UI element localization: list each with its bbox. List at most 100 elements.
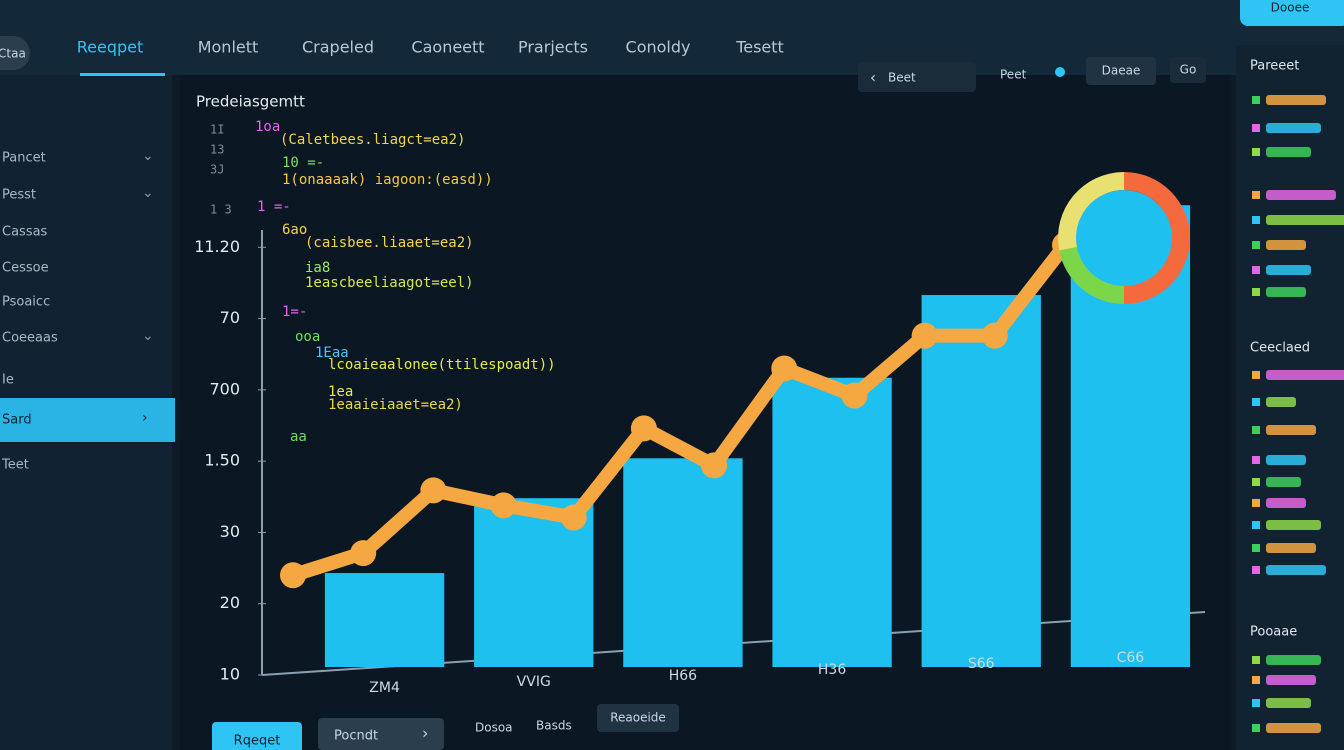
- sidebar-item[interactable]: Pesst: [2, 188, 36, 203]
- code-line: 10 =-: [282, 155, 324, 171]
- panel-row-bar: [1266, 655, 1321, 665]
- primary-button[interactable]: [212, 722, 302, 750]
- panel-row-bar: [1266, 477, 1301, 487]
- code-line: 1ea: [328, 384, 353, 400]
- donut-segment: [1124, 172, 1190, 304]
- line-point: [911, 322, 938, 349]
- line-point: [350, 540, 377, 567]
- line-point: [490, 492, 517, 519]
- nav-tab[interactable]: Reeqpet: [77, 38, 144, 57]
- code-gutter: 1 3: [210, 203, 232, 217]
- panel-row-bar: [1266, 370, 1344, 380]
- line-point: [630, 415, 657, 442]
- x-tick-label: VVIG: [517, 674, 551, 690]
- sidebar-pill-label: Ctaa: [0, 47, 26, 61]
- toolbar-button[interactable]: [1086, 57, 1156, 85]
- panel-row-marker: [1252, 566, 1260, 574]
- panel-row-marker: [1252, 266, 1260, 274]
- secondary-button[interactable]: [318, 718, 444, 750]
- code-line: (caisbee.liaaet=ea2): [305, 235, 474, 251]
- chart-title: Predeiasgemtt: [196, 93, 305, 111]
- y-tick-label: 20: [220, 593, 240, 612]
- bar: [623, 458, 743, 667]
- panel-row-marker: [1252, 191, 1260, 199]
- panel-row-bar: [1266, 455, 1306, 465]
- code-line: 1 =-: [257, 199, 291, 215]
- sidebar-item[interactable]: Cassas: [2, 225, 48, 240]
- line-point: [701, 452, 728, 479]
- code-line: 1eaaieiaaet=ea2): [328, 397, 463, 413]
- sidebar-item[interactable]: Cessoe: [2, 261, 49, 276]
- panel-row-marker: [1252, 656, 1260, 664]
- bottom-link[interactable]: Dosoa: [475, 721, 513, 735]
- line-point: [771, 355, 798, 382]
- panel-row-marker: [1252, 456, 1260, 464]
- chevron: ⌄: [142, 185, 154, 201]
- panel-row-bar: [1266, 240, 1306, 250]
- line-point: [420, 477, 447, 504]
- bottom-link[interactable]: Basds: [536, 719, 572, 733]
- nav-tab[interactable]: Caoneett: [411, 38, 484, 57]
- panel-row-bar: [1266, 498, 1306, 508]
- code-line: 1oa: [255, 119, 280, 135]
- status-dot: [1055, 67, 1065, 77]
- code-gutter: 3J: [210, 163, 224, 177]
- primary-button-label: Rqeqet: [234, 734, 281, 749]
- panel-row-marker: [1252, 699, 1260, 707]
- nav-tab[interactable]: Prarjects: [518, 38, 588, 57]
- panel-row-bar: [1266, 265, 1311, 275]
- panel-heading: Pareeet: [1250, 59, 1299, 74]
- filter-label: Peet: [1000, 68, 1027, 82]
- x-tick-label: S66: [968, 656, 995, 672]
- panel-row-bar: [1266, 723, 1321, 733]
- toolbar-button-label: Daeae: [1102, 64, 1141, 78]
- bar: [772, 377, 892, 667]
- sidebar-item[interactable]: Teet: [1, 458, 29, 473]
- panel-row-bar: [1266, 520, 1321, 530]
- corner-button[interactable]: [1240, 0, 1344, 26]
- corner-button-label: Dooee: [1271, 1, 1310, 15]
- code-line: lcoaieaalonee(ttilespoadt)): [328, 357, 556, 373]
- panel-row-bar: [1266, 698, 1311, 708]
- sidebar-pill[interactable]: [0, 36, 30, 70]
- panel-row-marker: [1252, 544, 1260, 552]
- go-button[interactable]: [1170, 57, 1206, 83]
- panel-row-bar: [1266, 95, 1326, 105]
- panel-row-marker: [1252, 398, 1260, 406]
- sidebar-item[interactable]: Ie: [2, 373, 14, 388]
- sidebar-item[interactable]: Sard: [2, 413, 32, 428]
- bottom-button[interactable]: [597, 704, 679, 732]
- donut-segment: [1059, 246, 1124, 304]
- y-tick-label: 70: [220, 308, 240, 327]
- panel-row-bar: [1266, 123, 1321, 133]
- code-gutter: 13: [210, 143, 224, 157]
- bar: [921, 295, 1041, 667]
- panel-row-marker: [1252, 478, 1260, 486]
- nav-tab[interactable]: Monlett: [198, 38, 259, 57]
- nav-tab[interactable]: Conoldy: [626, 38, 691, 57]
- panel-row-marker: [1252, 499, 1260, 507]
- panel-row-marker: [1252, 96, 1260, 104]
- code-line: (Caletbees.liagct=ea2): [280, 132, 465, 148]
- sidebar-item[interactable]: Coeeaas: [2, 331, 58, 346]
- panel-row-bar: [1266, 147, 1311, 157]
- nav-tab[interactable]: Crapeled: [302, 38, 374, 57]
- y-tick-label: 700: [209, 379, 240, 398]
- code-line: 1(onaaaak) iagoon:(easd)): [282, 172, 493, 188]
- line-point: [841, 382, 868, 409]
- chevron: ›: [142, 410, 148, 426]
- x-tick-label: H36: [818, 662, 846, 678]
- nav-tab[interactable]: Tesett: [735, 38, 784, 57]
- panel-row-marker: [1252, 124, 1260, 132]
- y-tick-label: 30: [220, 522, 240, 541]
- back-button[interactable]: [858, 62, 976, 92]
- sidebar-item[interactable]: Psoaicc: [2, 295, 50, 310]
- secondary-button-label: Pocndt: [334, 729, 378, 744]
- donut-segment: [1058, 172, 1124, 251]
- panel-row-marker: [1252, 724, 1260, 732]
- sidebar-item[interactable]: Pancet: [2, 151, 46, 166]
- panel-row-bar: [1266, 215, 1344, 225]
- donut-center: [1076, 190, 1172, 286]
- panel-row-marker: [1252, 148, 1260, 156]
- sidebar-active[interactable]: [0, 398, 175, 442]
